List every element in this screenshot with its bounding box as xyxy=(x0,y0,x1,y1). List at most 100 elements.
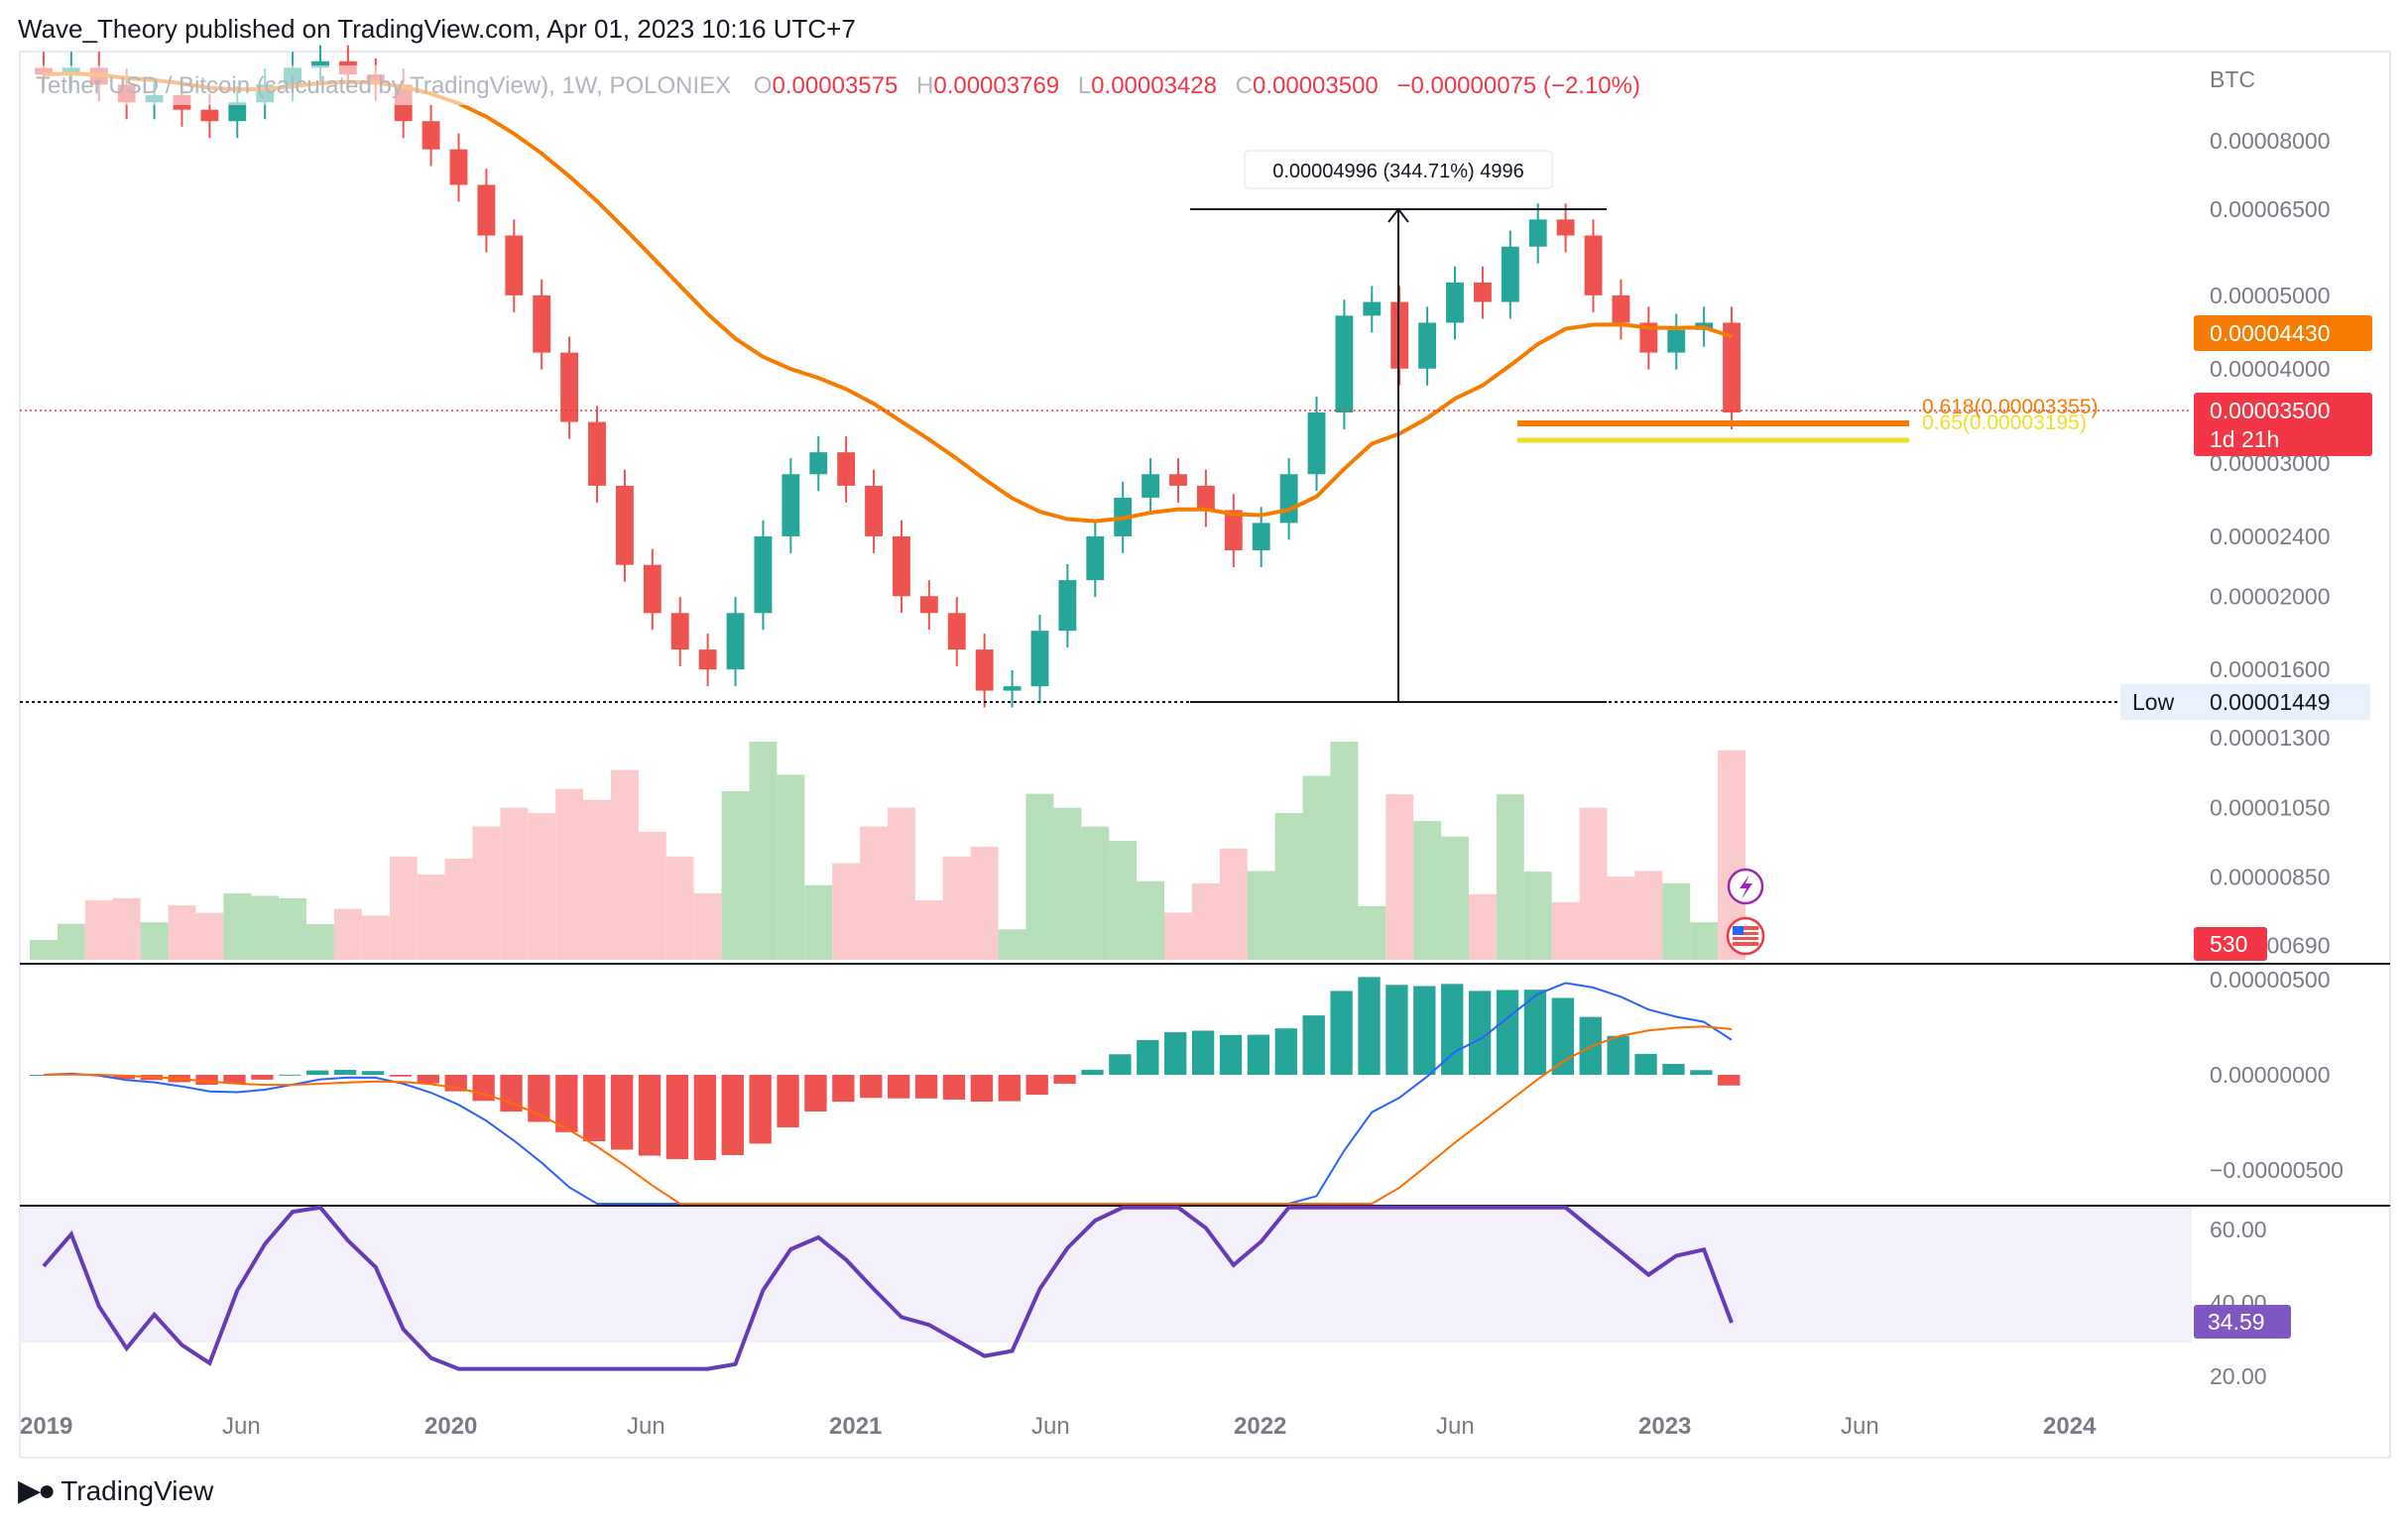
volume-bar xyxy=(1191,882,1220,960)
volume-bar xyxy=(1690,922,1719,960)
macd-histogram-bar xyxy=(832,1075,855,1103)
macd-axis: 0.00000500 0.00000000 −0.00000500 xyxy=(2210,967,2344,1183)
macd-histogram-bar xyxy=(1330,991,1353,1075)
volume-bar xyxy=(500,807,529,960)
macd-histogram-bar xyxy=(1358,977,1381,1075)
volume-bar xyxy=(1358,905,1386,960)
volume-bar xyxy=(1441,836,1469,960)
brand-name: TradingView xyxy=(60,1474,214,1506)
rsi-value-badge: 34.59 xyxy=(2194,1305,2291,1339)
candle-body xyxy=(449,149,468,185)
volume-bar xyxy=(860,826,888,960)
volume-bar xyxy=(30,940,58,960)
svg-text:Low: Low xyxy=(2132,689,2175,715)
volume-bar xyxy=(528,813,556,960)
time-axis-tick: Jun xyxy=(1031,1413,1070,1440)
time-axis-tick: Jun xyxy=(222,1413,261,1440)
volume-bar xyxy=(998,929,1026,960)
macd-histogram-bar xyxy=(914,1075,938,1099)
price-axis-tick: 0.00001050 xyxy=(2210,795,2331,821)
time-axis-tick: 2023 xyxy=(1638,1413,1691,1440)
volume-bar xyxy=(1579,807,1608,960)
macd-histogram-bar xyxy=(279,1074,301,1076)
legend-open: 0.00003575 xyxy=(773,72,899,99)
volume-bar xyxy=(333,908,362,960)
macd-axis-tick: 0.00000500 xyxy=(2210,967,2331,993)
macd-histogram-bar xyxy=(472,1075,495,1102)
time-axis-tick: 2021 xyxy=(829,1413,882,1440)
macd-histogram-bar xyxy=(1247,1034,1270,1075)
volume-bar xyxy=(1025,793,1054,960)
volume-bar xyxy=(444,858,473,960)
candle-body xyxy=(560,352,579,422)
macd-histogram-bar xyxy=(888,1075,910,1099)
candle-body xyxy=(1446,282,1464,323)
macd-histogram-bar xyxy=(777,1075,799,1128)
candle-body xyxy=(1473,282,1492,302)
candle-body xyxy=(588,421,606,486)
volume-bar xyxy=(417,875,445,960)
candle-body xyxy=(1363,301,1382,316)
volume-bar xyxy=(665,856,694,960)
macd-histogram-bar xyxy=(610,1075,634,1150)
macd-histogram-bar xyxy=(500,1075,523,1112)
svg-text:530: 530 xyxy=(2210,931,2247,957)
low-badge: Low 0.00001449 xyxy=(2120,684,2370,720)
macd-histogram-bar xyxy=(389,1075,413,1077)
macd-histogram-bar xyxy=(333,1069,357,1075)
time-axis: 2019 Jun 2020 Jun 2021 Jun 2022 Jun 2023 Jun 2024 xyxy=(20,1413,2097,1440)
volume-bar xyxy=(583,799,611,960)
macd-histogram-bar xyxy=(30,1075,53,1076)
candle-body xyxy=(1058,580,1077,632)
time-axis-tick: 2019 xyxy=(20,1413,72,1440)
macd-histogram-bar xyxy=(1718,1075,1741,1086)
volume-bar xyxy=(970,846,999,960)
macd-histogram-bar xyxy=(1662,1063,1685,1075)
time-axis-tick: Jun xyxy=(1436,1413,1475,1440)
macd-histogram-bar xyxy=(1025,1075,1048,1096)
candle-body xyxy=(1086,535,1105,581)
time-axis-tick: 2022 xyxy=(1234,1413,1286,1440)
candle-body xyxy=(1030,631,1049,687)
volume-bar xyxy=(195,912,224,960)
volume-bar xyxy=(777,774,805,960)
measure-tool[interactable]: 0.00004996 (344.71%) 4996 xyxy=(1190,150,1607,703)
us-flag-icon[interactable] xyxy=(1726,916,1765,956)
candle-body xyxy=(1501,246,1519,302)
rsi-line xyxy=(42,1205,1734,1371)
macd-histogram-bar xyxy=(1385,985,1408,1075)
candle-body xyxy=(1390,301,1409,369)
lightning-icon[interactable] xyxy=(1727,868,1764,905)
macd-histogram-bar xyxy=(1690,1070,1713,1075)
macd-histogram-bar xyxy=(1413,986,1436,1075)
macd-histogram-bar xyxy=(195,1075,218,1085)
volume-bar xyxy=(1413,821,1442,960)
volume-histogram xyxy=(30,742,1746,960)
candle-body xyxy=(1418,322,1437,369)
candle-body xyxy=(1335,315,1354,412)
candle-body xyxy=(1612,294,1630,323)
footer-brand[interactable]: ▶● TradingView xyxy=(18,1473,213,1508)
macd-histogram-bar xyxy=(1137,1039,1159,1075)
candle-body xyxy=(1224,510,1243,551)
volume-bar xyxy=(804,884,833,960)
measure-label: 0.00004996 (344.71%) 4996 xyxy=(1272,161,1524,182)
candle-body xyxy=(1307,411,1326,475)
candle-body xyxy=(754,535,773,614)
macd-histogram-bar xyxy=(583,1075,606,1141)
macd-histogram-bar xyxy=(1109,1054,1132,1075)
volume-bar xyxy=(112,897,141,960)
candle-body xyxy=(1723,322,1741,412)
svg-text:0.00001449: 0.00001449 xyxy=(2210,689,2331,715)
time-axis-tick: 2020 xyxy=(424,1413,477,1440)
candle-body xyxy=(533,294,551,353)
candle-body xyxy=(505,235,524,295)
macd-histogram-bar xyxy=(417,1075,439,1084)
macd-histogram-bar xyxy=(361,1071,385,1075)
volume-bar xyxy=(361,915,390,960)
fib-618-label: 0.618(0.00003355) xyxy=(1922,396,2099,418)
volume-bar xyxy=(1081,826,1110,960)
volume-bar xyxy=(223,892,252,960)
volume-bar xyxy=(57,923,85,960)
candle-body xyxy=(477,184,496,236)
